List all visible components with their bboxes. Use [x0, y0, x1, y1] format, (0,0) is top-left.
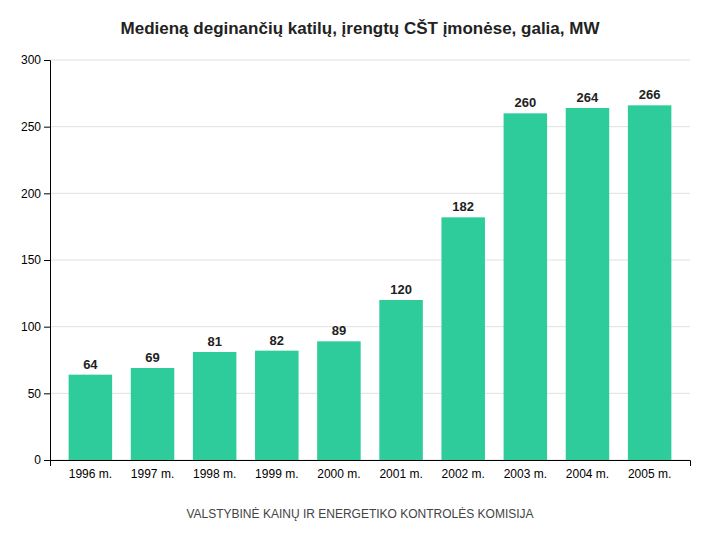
chart: Medieną deginančių katilų, įrengtų CŠT į… [0, 0, 720, 540]
data-label: 182 [452, 199, 474, 214]
x-tick: 2005 m. [628, 467, 671, 481]
bar [628, 105, 671, 460]
y-tick-label: 100 [21, 320, 41, 334]
bar [255, 351, 298, 460]
annotation: VALSTYBINĖ KAINŲ IR ENERGETIKO KONTROLĖS… [186, 507, 533, 521]
data-label: 260 [514, 95, 536, 110]
y-tick-label: 0 [34, 453, 41, 467]
x-tick: 2004 m. [566, 467, 609, 481]
y-tick: 50 [28, 387, 50, 401]
grid [50, 60, 690, 460]
x-tick-label: 2004 m. [566, 467, 609, 481]
x-tick: 1996 m. [69, 467, 112, 481]
title: Medieną deginančių katilų, įrengtų CŠT į… [121, 19, 601, 38]
data-label: 64 [83, 357, 98, 372]
x-axis: 1996 m. 1997 m. 1998 m. 1999 m. 2000 m. 2001 … [51, 461, 691, 481]
bar [441, 217, 484, 460]
y-tick-label: 200 [21, 187, 41, 201]
bar [504, 113, 547, 460]
x-tick-label: 1996 m. [69, 467, 112, 481]
y-tick-mark [44, 127, 50, 128]
x-tick-label: 2005 m. [628, 467, 671, 481]
data-label: 81 [207, 334, 221, 349]
x-tick: 1997 m. [131, 467, 174, 481]
bar [379, 300, 422, 460]
y-tick-mark [44, 60, 50, 61]
y-tick-mark [44, 260, 50, 261]
y-axis-line [44, 61, 51, 461]
data-label: 89 [332, 323, 346, 338]
y-tick: 200 [21, 187, 50, 201]
x-tick-label: 1997 m. [131, 467, 174, 481]
y-tick-mark [44, 193, 50, 194]
bar [131, 368, 174, 460]
data-label: 69 [145, 350, 159, 365]
x-tick: 2003 m. [504, 467, 547, 481]
x-tick-label: 2001 m. [379, 467, 422, 481]
bar [69, 375, 112, 460]
grid-line [50, 60, 690, 61]
y-axis: 0 50 100 150 200 250 300 [21, 53, 51, 467]
y-tick-mark [44, 327, 50, 328]
x-tick: 2000 m. [317, 467, 360, 481]
y-tick: 0 [34, 453, 50, 467]
bar [193, 352, 236, 460]
data-labels: 64 69 81 82 89 120 182 260 264 266 [83, 87, 660, 371]
x-tick: 2002 m. [442, 467, 485, 481]
x-tick: 1998 m. [193, 467, 236, 481]
y-tick: 300 [21, 53, 50, 67]
data-label: 82 [270, 333, 284, 348]
y-tick: 250 [21, 120, 50, 134]
x-tick-label: 1999 m. [255, 467, 298, 481]
y-tick-label: 50 [28, 387, 42, 401]
data-label: 266 [639, 87, 661, 102]
y-tick-label: 250 [21, 120, 41, 134]
plot: 0501001502002503001996 m.1997 m.1998 m.1… [21, 53, 691, 480]
bar [566, 108, 609, 460]
x-tick: 1999 m. [255, 467, 298, 481]
data-label: 120 [390, 282, 412, 297]
y-tick: 150 [21, 253, 50, 267]
bars [69, 105, 672, 460]
data-label: 264 [577, 90, 599, 105]
x-tick-label: 2003 m. [504, 467, 547, 481]
x-tick-label: 2000 m. [317, 467, 360, 481]
y-tick: 100 [21, 320, 50, 334]
y-tick-label: 150 [21, 253, 41, 267]
y-tick-mark [44, 393, 50, 394]
y-tick-label: 300 [21, 53, 41, 67]
y-tick-mark [44, 460, 50, 461]
x-tick-label: 1998 m. [193, 467, 236, 481]
x-axis-line [51, 461, 691, 467]
x-tick-label: 2002 m. [442, 467, 485, 481]
x-tick: 2001 m. [379, 467, 422, 481]
bar [317, 341, 360, 460]
